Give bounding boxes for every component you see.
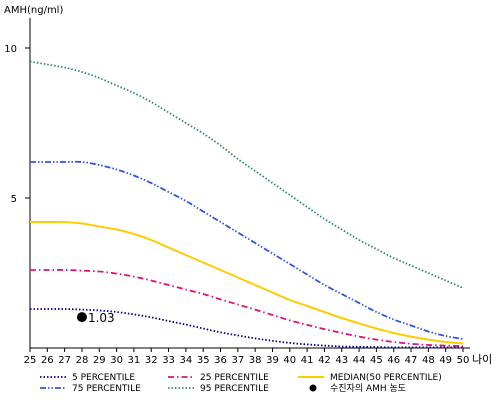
legend-label-median-50-percentile: MEDIAN(50 PERCENTILE): [330, 373, 442, 383]
y-tick-label: 5: [11, 194, 17, 205]
x-tick-label: 25: [24, 355, 37, 366]
series-line-25-percentile: [30, 269, 464, 348]
x-tick-label: 47: [405, 355, 418, 366]
legend-label-95-percentile: 95 PERCENTILE: [200, 384, 269, 394]
legend: 5 PERCENTILE 25 PERCENTILE MEDIAN(50 PERCE…: [40, 373, 442, 394]
x-tick-label: 48: [422, 355, 435, 366]
legend-swatch-patient-marker: [309, 384, 317, 392]
series-line-95-percentile: [29, 60, 464, 289]
x-axis-title: 나이: [472, 353, 492, 366]
x-tick-label: 45: [370, 355, 383, 366]
patient-amh-marker: [76, 312, 87, 323]
x-tick-label: 34: [180, 355, 193, 366]
series-line-5-percentile: [30, 308, 463, 349]
series-line-median-50-percentile: [30, 220, 464, 345]
x-tick-label: 38: [249, 355, 262, 366]
x-tick-label: 31: [128, 355, 141, 366]
ticks: 5 10 25 26 27 28 29 30 31 32 33 34 35 36 37 38 39 40 41 42 4…: [4, 44, 469, 366]
x-tick-label: 46: [387, 355, 400, 366]
legend-label-patient-marker: 수진자의 AMH 농도: [330, 383, 406, 394]
x-tick-label: 40: [283, 355, 296, 366]
x-tick-label: 37: [231, 355, 244, 366]
x-tick-label: 27: [58, 355, 71, 366]
x-tick-label: 42: [318, 355, 331, 366]
x-tick-label: 29: [93, 355, 106, 366]
series-line-75-percentile: [30, 160, 464, 340]
x-tick-label: 39: [266, 355, 279, 366]
x-tick-label: 43: [335, 355, 348, 366]
x-tick-label: 30: [110, 355, 123, 366]
x-tick-label: 49: [439, 355, 452, 366]
patient-marker-group: 1.03: [76, 311, 115, 325]
x-tick-label: 35: [197, 355, 210, 366]
x-tick-label: 41: [301, 355, 314, 366]
x-tick-label: 36: [214, 355, 227, 366]
x-tick-label: 50: [457, 355, 470, 366]
x-tick-label: 32: [145, 355, 158, 366]
x-tick-label: 28: [76, 355, 89, 366]
legend-label-5-percentile: 5 PERCENTILE: [72, 373, 135, 383]
x-tick-label: 44: [353, 355, 366, 366]
patient-amh-value-label: 1.03: [88, 311, 115, 325]
legend-label-25-percentile: 25 PERCENTILE: [200, 373, 269, 383]
axes: AMH(ng/ml) 나이: [4, 5, 492, 366]
x-tick-label: 26: [41, 355, 54, 366]
y-tick-label: 10: [4, 44, 17, 55]
series-group: [29, 60, 464, 349]
y-axis-title: AMH(ng/ml): [4, 5, 63, 16]
legend-label-75-percentile: 75 PERCENTILE: [72, 384, 141, 394]
x-tick-label: 33: [162, 355, 175, 366]
